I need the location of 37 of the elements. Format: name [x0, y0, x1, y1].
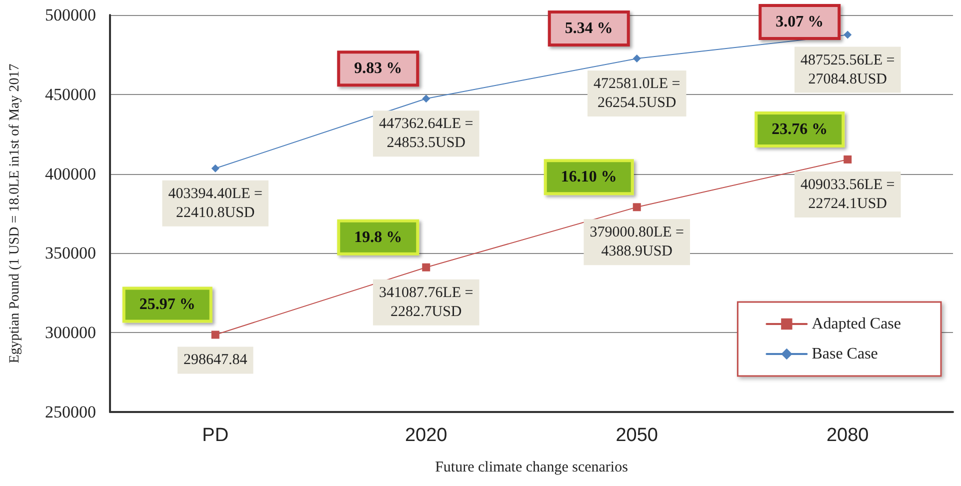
data-label: 472581.0LE = 26254.5USD: [593, 76, 680, 112]
annotation: 25.97 %: [139, 296, 196, 314]
data-label: 447362.64LE = 24853.5USD: [378, 116, 474, 152]
annotation: 3.07 %: [776, 14, 824, 30]
data-label: 487525.56LE = 27084.8USD: [800, 52, 895, 88]
data-label: 341087.76LE = 2282.7USD: [378, 284, 474, 320]
x-tick-label: PD: [202, 425, 229, 446]
annotation: 19.8 %: [354, 228, 402, 246]
annotation: 23.76 %: [772, 120, 828, 138]
point: [422, 263, 430, 272]
x-tick-label: 2020: [404, 425, 448, 446]
annotation: 5.34 %: [564, 20, 613, 38]
point: [632, 203, 641, 212]
point: [211, 330, 220, 339]
x-axis-title: Future climate change scenarios: [435, 460, 628, 476]
y-tick-label: 400000: [45, 164, 96, 184]
point: [211, 164, 220, 172]
point: [632, 54, 641, 63]
x-tick-label: 2080: [826, 425, 869, 446]
data-label: 298647.84: [184, 352, 248, 368]
annotation: 9.83 %: [354, 60, 402, 78]
point: [844, 30, 852, 39]
point: [422, 94, 430, 103]
y-tick-label: 500000: [45, 6, 96, 24]
y-tick-label: 300000: [45, 323, 96, 342]
y-tick-label: 250000: [45, 402, 96, 422]
data-label: 379000.80LE = 4388.9USD: [590, 224, 684, 260]
legend-label: Base Case: [812, 346, 878, 362]
legend-label: Adapted Case: [812, 316, 902, 332]
y-tick-label: 450000: [45, 84, 96, 104]
annotation: 16.10 %: [560, 168, 617, 186]
y-axis-title: Egyptian Pound (1 USD = 18.0LE in1st of May 2017: [8, 64, 22, 364]
data-label: 403394.40LE = 22410.8USD: [168, 186, 263, 221]
y-tick-label: 350000: [45, 244, 96, 263]
x-tick-label: 2050: [616, 425, 658, 446]
point: [844, 155, 852, 164]
data-label: 409033.56LE = 22724.1USD: [800, 176, 895, 212]
